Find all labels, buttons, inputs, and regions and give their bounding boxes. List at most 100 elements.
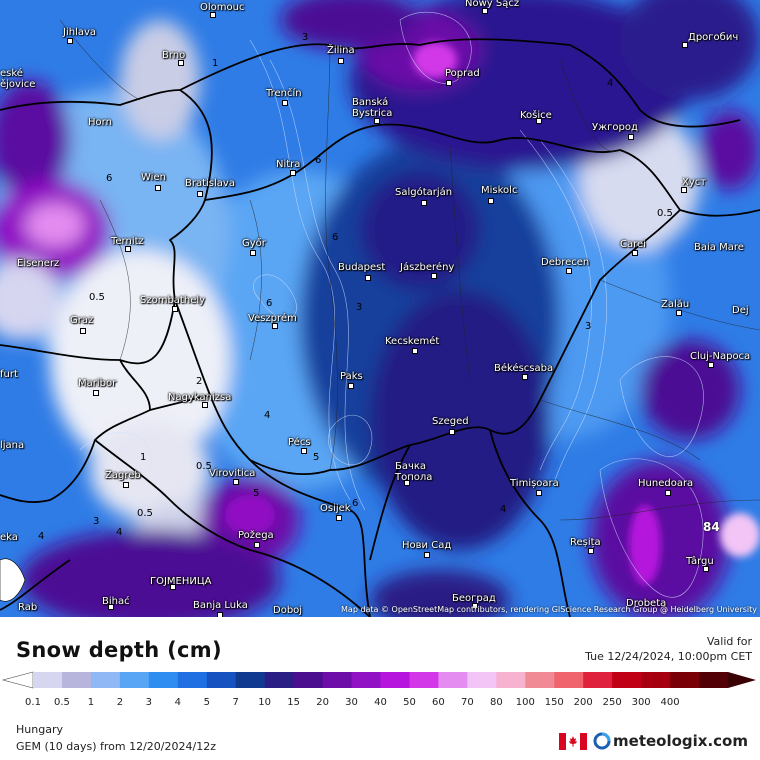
city-label: eka: [0, 532, 18, 543]
scale-label: 60: [432, 697, 445, 708]
city-label: Ужгород: [592, 122, 638, 133]
city-marker: [108, 604, 114, 610]
isoline-label: 6: [106, 173, 113, 184]
city-label: Olomouc: [200, 2, 245, 13]
city-label: Хуст: [682, 177, 707, 188]
scale-swatch: [322, 672, 353, 688]
city-label: Paks: [340, 371, 363, 382]
city-label: Dej: [732, 305, 749, 316]
isoline-label: 1: [140, 452, 147, 463]
city-label: Baia Mare: [694, 242, 744, 253]
city-marker: [682, 42, 688, 48]
city-marker: [482, 8, 488, 14]
scale-label: 80: [489, 697, 503, 708]
city-label: Graz: [70, 315, 94, 326]
brand-name: meteologix.com: [613, 732, 748, 750]
city-marker: [170, 584, 176, 590]
scale-max-arrow: [728, 672, 756, 688]
city-marker: [374, 118, 380, 124]
isoline-label: 0.5: [89, 292, 105, 303]
scale-swatch: [351, 672, 381, 688]
city-marker: [254, 542, 260, 548]
city-marker: [233, 479, 239, 485]
city-marker: [449, 429, 455, 435]
city-label: Trenčín: [266, 88, 302, 99]
city-label: eské ějovice: [0, 68, 36, 90]
scale-label: 3: [145, 697, 153, 708]
scale-label: 150: [544, 697, 564, 708]
city-label: Banská Bystrica: [352, 97, 393, 119]
legend-title: Snow depth (cm): [16, 638, 222, 662]
city-label: Дрогобич: [688, 32, 739, 43]
city-label: Szombathely: [140, 295, 206, 306]
brand-logo[interactable]: meteologix.com: [559, 731, 748, 751]
city-marker: [155, 185, 161, 191]
scale-swatch: [583, 672, 613, 688]
city-marker: [336, 515, 342, 521]
color-scale: [1, 671, 756, 689]
city-label: Timișoara: [510, 478, 559, 489]
city-label: Wien: [141, 172, 166, 183]
isoline-label: 0.5: [657, 208, 673, 219]
city-marker: [708, 362, 714, 368]
scale-swatch: [206, 672, 237, 688]
city-label: Veszprém: [248, 313, 297, 324]
scale-swatch: [264, 672, 295, 688]
city-marker: [202, 402, 208, 408]
scale-label: 400: [660, 697, 680, 708]
city-label: Jihlava: [63, 27, 97, 38]
city-marker: [424, 552, 430, 558]
city-label: Salgótarján: [395, 187, 453, 198]
city-marker: [301, 448, 307, 454]
city-marker: [522, 374, 528, 380]
city-label: Београд: [452, 593, 496, 604]
city-marker: [446, 80, 452, 86]
scale-swatch: [641, 672, 671, 688]
map-attribution: Map data © OpenStreetMap contributors, r…: [341, 605, 757, 614]
scale-swatch: [90, 672, 121, 688]
city-label: Pécs: [288, 437, 311, 448]
city-label: Rab: [18, 602, 38, 613]
scale-swatch: [409, 672, 439, 688]
city-marker: [665, 490, 671, 496]
city-label: Jászberény: [400, 262, 455, 273]
city-marker: [210, 12, 216, 18]
city-marker: [290, 170, 296, 176]
city-label: ГОЈМЕНИЦА: [150, 576, 212, 587]
city-label: Zagreb: [105, 470, 141, 481]
city-label: Drobeta: [626, 598, 667, 609]
valid-label: Valid for: [706, 635, 752, 648]
scale-label: 300: [631, 697, 651, 708]
isoline-label: 6: [332, 232, 339, 243]
scale-label: 0.5: [54, 697, 70, 708]
scale-swatch: [699, 672, 729, 688]
city-label: Doboj: [273, 605, 303, 616]
snow-depth-map[interactable]: Olomouc Nowy Sącz Jihlava Brno Žilina Poprad Д…: [0, 0, 760, 617]
scale-label: 2: [116, 697, 124, 708]
city-label: ljana: [0, 440, 25, 451]
city-label: Kecskemét: [385, 336, 440, 347]
city-marker: [412, 348, 418, 354]
scale-label: 15: [287, 697, 300, 708]
scale-label: 7: [232, 697, 239, 708]
scale-swatch: [612, 672, 642, 688]
city-marker: [125, 246, 131, 252]
scale-swatch: [496, 672, 526, 688]
scale-swatch: [293, 672, 324, 688]
city-label: Eisenerz: [17, 258, 60, 269]
city-label: Нови Сад: [402, 540, 452, 551]
scale-label: 100: [515, 697, 535, 708]
city-label: Požega: [238, 530, 274, 541]
city-marker: [123, 482, 129, 488]
city-label: Maribor: [78, 378, 117, 389]
scale-swatch: [467, 672, 497, 688]
city-marker: [80, 328, 86, 334]
city-label: Nagykanizsa: [168, 392, 232, 403]
valid-date: Tue 12/24/2024, 10:00pm CET: [585, 650, 752, 663]
city-label: Szeged: [432, 416, 469, 427]
city-marker: [172, 306, 178, 312]
city-label: Brno: [162, 50, 186, 61]
city-marker: [472, 603, 478, 609]
isoline-label: 4: [264, 410, 271, 421]
city-marker: [348, 383, 354, 389]
